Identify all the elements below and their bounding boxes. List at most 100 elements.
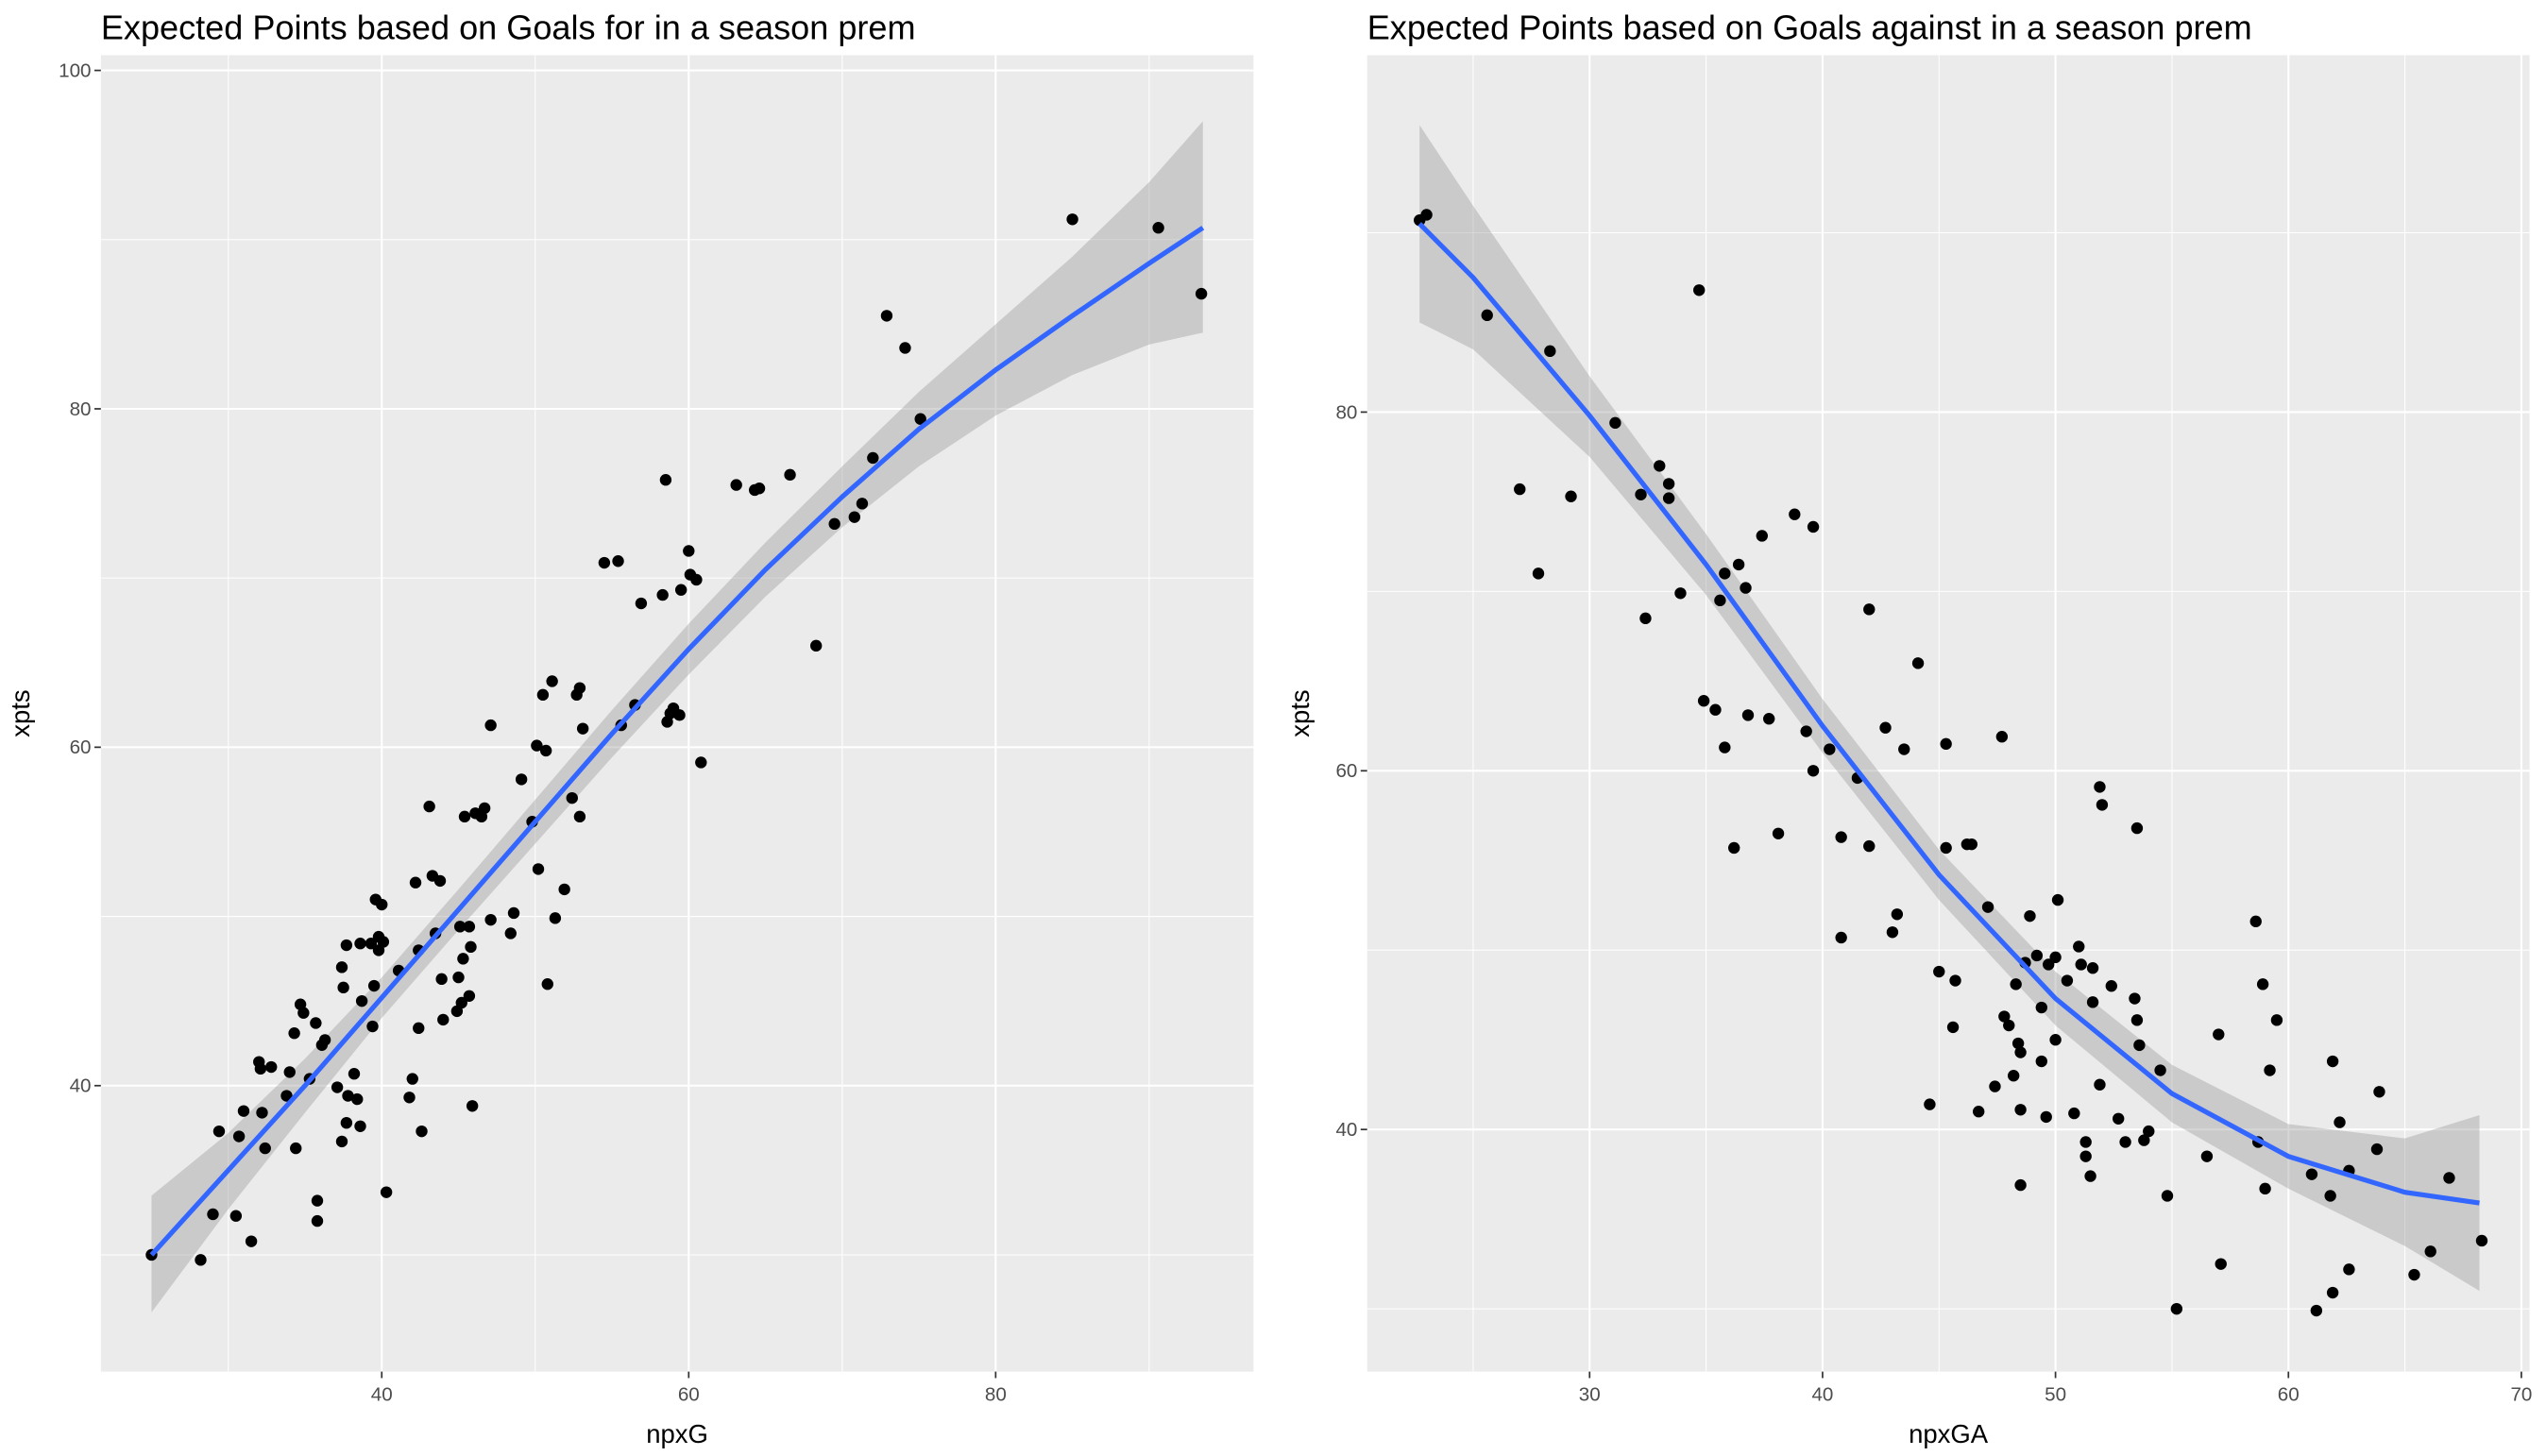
point	[730, 479, 742, 491]
point	[212, 1125, 226, 1138]
point	[311, 1194, 324, 1207]
point	[1740, 582, 1752, 594]
point	[753, 483, 766, 495]
point	[1709, 703, 1722, 716]
y-tick-label: 80	[70, 398, 92, 420]
point	[2343, 1263, 2355, 1276]
point	[573, 810, 586, 823]
point	[566, 791, 578, 804]
point	[283, 1066, 296, 1078]
point	[1995, 731, 2009, 743]
x-tick-label: 60	[2278, 1384, 2300, 1406]
point	[1719, 567, 1731, 580]
point	[2051, 893, 2064, 906]
point	[1635, 488, 1647, 500]
point	[867, 451, 879, 465]
point	[463, 990, 476, 1002]
point	[2030, 949, 2044, 962]
point	[367, 979, 381, 992]
point	[2061, 974, 2074, 987]
point	[1514, 483, 1526, 496]
panel	[1366, 55, 2530, 1372]
point	[2035, 1055, 2047, 1068]
point	[457, 953, 469, 965]
point	[2086, 996, 2099, 1008]
point	[2408, 1268, 2420, 1281]
point	[1807, 765, 1820, 777]
point	[1911, 657, 1925, 669]
point	[406, 1073, 418, 1085]
point	[2264, 1064, 2276, 1076]
point	[403, 1092, 416, 1104]
point	[1719, 741, 1731, 753]
point	[1891, 908, 1904, 921]
x-tick-label: 70	[2510, 1384, 2532, 1406]
point	[635, 597, 648, 610]
point	[484, 913, 497, 926]
point	[2326, 1286, 2339, 1299]
point	[2200, 1150, 2214, 1162]
point	[539, 744, 552, 757]
point	[2259, 1182, 2271, 1195]
point	[1924, 1098, 1936, 1110]
point	[2133, 1039, 2146, 1052]
point	[1674, 587, 1687, 600]
point	[1756, 530, 1768, 542]
point	[2096, 799, 2109, 811]
point	[1732, 558, 1745, 571]
point	[1998, 1010, 2011, 1023]
point	[1898, 743, 1910, 755]
point	[1981, 901, 1994, 913]
point	[452, 971, 465, 984]
point	[351, 1092, 364, 1106]
point	[504, 927, 517, 940]
point	[899, 342, 911, 354]
point	[1789, 508, 1801, 520]
point	[656, 588, 669, 601]
point	[1973, 1106, 1985, 1118]
point	[541, 978, 553, 990]
point	[335, 1135, 348, 1148]
point	[2014, 1104, 2027, 1116]
y-tick-label: 40	[70, 1075, 92, 1097]
point	[340, 1116, 353, 1129]
point	[2073, 940, 2085, 953]
point	[1697, 695, 1710, 707]
point	[455, 996, 467, 1009]
point	[2014, 1178, 2027, 1192]
point	[683, 545, 695, 557]
point	[848, 511, 861, 523]
point	[433, 874, 447, 888]
point	[254, 1062, 267, 1075]
point	[232, 1130, 246, 1143]
point	[435, 973, 448, 986]
point	[1693, 284, 1706, 296]
x-tick-label: 40	[371, 1384, 393, 1406]
point	[914, 413, 926, 425]
point	[1933, 965, 1945, 978]
point	[2370, 1143, 2384, 1156]
point	[2040, 1110, 2052, 1124]
y-tick-label: 40	[1335, 1119, 1357, 1141]
point	[1609, 416, 1621, 430]
point	[2043, 958, 2055, 971]
point	[290, 1142, 302, 1155]
point	[532, 863, 545, 875]
point	[409, 876, 422, 889]
point	[1807, 520, 1820, 533]
point	[458, 810, 471, 823]
point	[237, 1105, 250, 1117]
point	[507, 906, 520, 920]
point	[598, 556, 611, 569]
point	[2008, 1070, 2020, 1082]
point	[573, 682, 586, 694]
point	[337, 981, 349, 994]
point	[1940, 737, 1952, 751]
point	[297, 1007, 310, 1019]
point	[348, 1068, 361, 1080]
y-tick-label: 60	[1335, 760, 1357, 782]
point	[2086, 962, 2099, 974]
point	[2373, 1086, 2385, 1098]
point	[2161, 1190, 2174, 1202]
point	[1639, 612, 1652, 625]
